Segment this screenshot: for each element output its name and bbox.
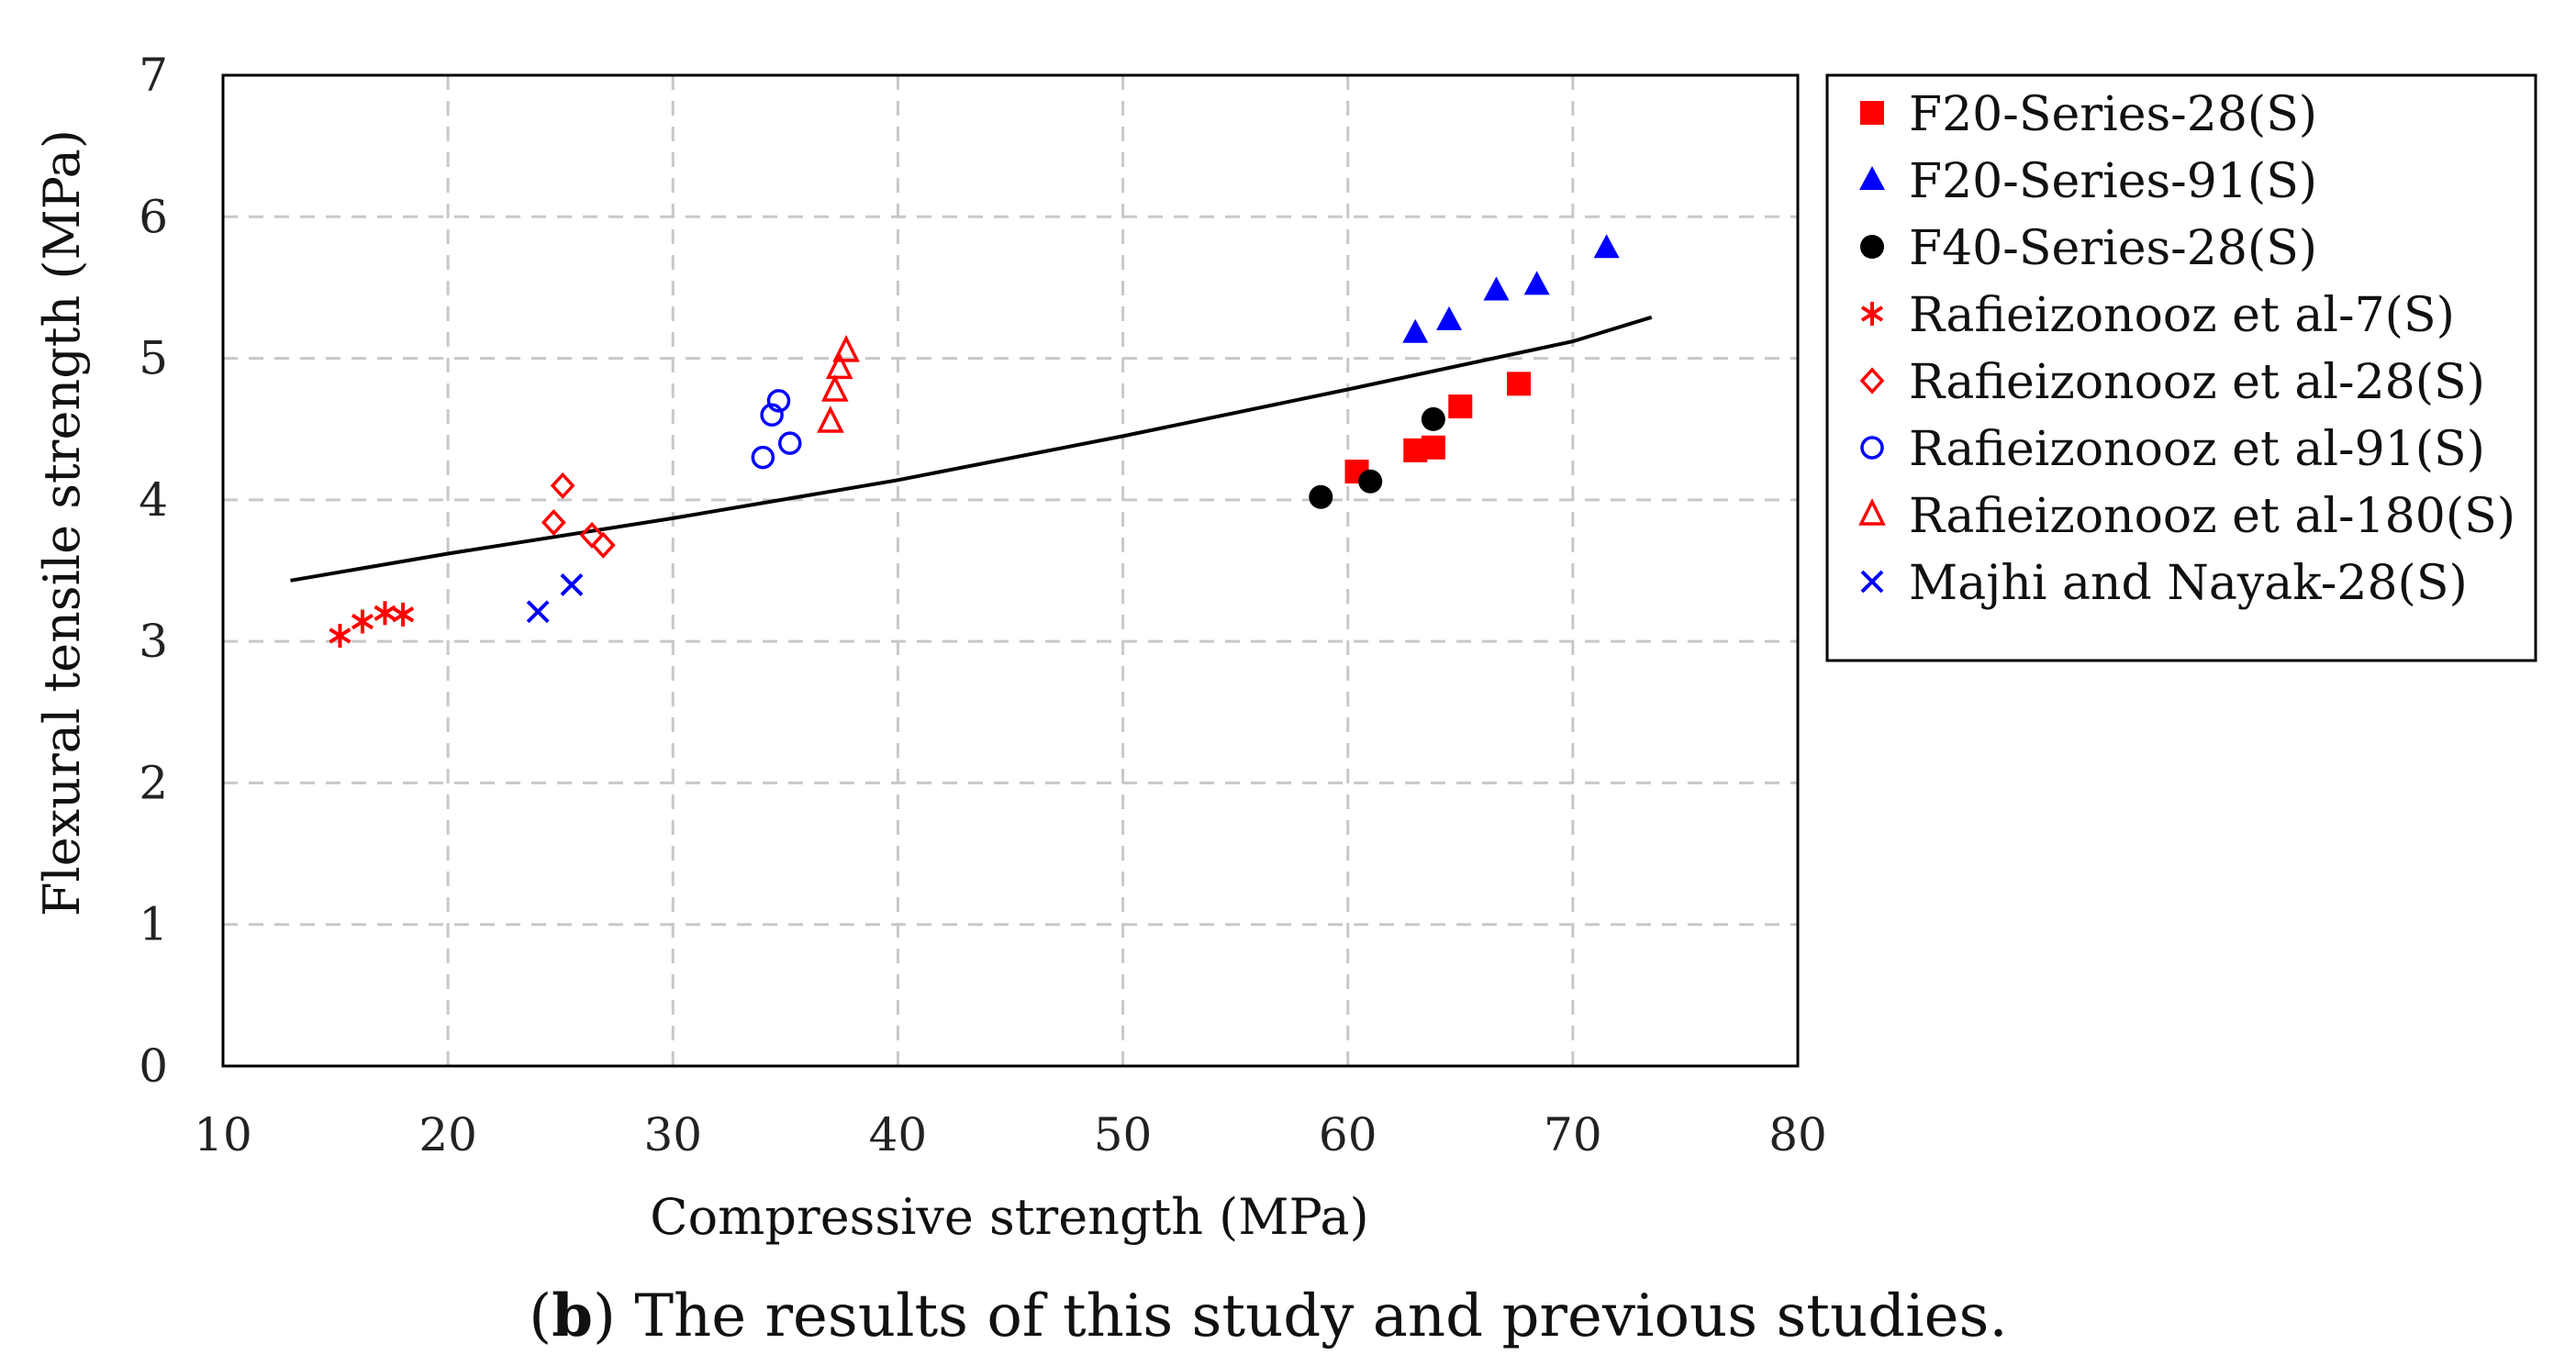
data-point	[1523, 271, 1550, 295]
y-tick-label: 0	[139, 1039, 168, 1093]
legend-label: Majhi and Nayak-28(S)	[1909, 556, 2468, 611]
data-point	[329, 623, 351, 648]
series-6	[751, 389, 802, 470]
legend-item: Rafieizonooz et al-28(S)	[1859, 355, 2485, 410]
x-tick-label: 20	[418, 1108, 477, 1161]
data-point	[579, 521, 605, 550]
data-point	[817, 405, 844, 433]
legend-item: F40-Series-28(S)	[1860, 221, 2317, 276]
data-point	[541, 508, 566, 537]
y-tick-label: 3	[139, 615, 168, 668]
y-tick-label: 1	[139, 898, 168, 951]
data-point	[832, 334, 860, 362]
y-tick-label: 6	[139, 190, 168, 243]
x-tick-label: 40	[869, 1108, 928, 1161]
trendline	[290, 315, 1653, 583]
data-point	[751, 445, 775, 470]
legend-item: Rafieizonooz et al-91(S)	[1860, 422, 2485, 477]
caption-prefix: (	[529, 1283, 552, 1350]
legend: F20-Series-28(S) F20-Series-91(S) F40-Seri…	[1858, 87, 2515, 611]
data-point	[1421, 435, 1445, 460]
series-8	[526, 573, 584, 624]
x-tick-label: 30	[643, 1108, 702, 1161]
legend-item: F20-Series-28(S)	[1860, 87, 2317, 142]
series-2	[1402, 234, 1620, 343]
x-tick-label: 70	[1544, 1108, 1602, 1161]
caption-label: b	[552, 1282, 593, 1350]
data-point	[590, 531, 616, 559]
series-5	[541, 472, 616, 559]
data-point	[560, 573, 584, 596]
x-tick-label: 80	[1768, 1108, 1827, 1161]
legend-label: F20-Series-28(S)	[1909, 87, 2317, 142]
grid	[223, 75, 1798, 1066]
series-4	[329, 601, 415, 648]
data-point	[1483, 276, 1510, 301]
y-tick-label: 4	[139, 473, 168, 527]
data-point	[766, 389, 791, 413]
x-tick-label: 60	[1319, 1108, 1377, 1161]
data-point	[1436, 305, 1463, 330]
legend-label: Rafieizonooz et al-7(S)	[1909, 288, 2455, 343]
data-point	[1448, 394, 1473, 419]
data-point	[825, 351, 853, 380]
legend-marker	[1860, 436, 1884, 460]
legend-marker	[1860, 235, 1884, 259]
data-point	[351, 609, 374, 634]
data-point	[760, 403, 784, 428]
legend-frame	[1825, 73, 2537, 662]
y-tick-label: 7	[139, 49, 168, 102]
legend-marker	[1859, 166, 1885, 190]
data-point	[1358, 469, 1383, 494]
legend-marker	[1860, 101, 1884, 125]
legend-item: F20-Series-91(S)	[1859, 154, 2317, 209]
legend-marker	[1859, 367, 1885, 394]
data-point	[526, 600, 550, 624]
plot-area-frame	[221, 73, 1800, 1068]
data-point	[550, 472, 575, 500]
trendline-group	[290, 315, 1653, 583]
figure-caption: (b) The results of this study and previo…	[529, 1282, 2007, 1350]
data-point	[1309, 484, 1333, 509]
axis-ticks: 10 20 30 40 50 60 70 80 0 1 2 3 4 5 6 7	[139, 49, 1827, 1161]
data-point	[1421, 406, 1445, 431]
legend-label: Rafieizonooz et al-180(S)	[1909, 489, 2515, 544]
series-3	[1309, 406, 1445, 509]
legend-item: Majhi and Nayak-28(S)	[1860, 556, 2468, 611]
data-point	[1593, 234, 1620, 259]
data-point	[1402, 318, 1429, 343]
legend-marker	[1860, 570, 1884, 594]
legend-label: Rafieizonooz et al-28(S)	[1909, 355, 2485, 410]
legend-marker	[1860, 302, 1884, 326]
x-tick-label: 50	[1094, 1108, 1153, 1161]
x-tick-label: 10	[194, 1108, 252, 1161]
x-axis-title: Compressive strength (MPa)	[650, 1188, 1368, 1246]
legend-item: Rafieizonooz et al-7(S)	[1860, 288, 2455, 343]
legend-label: F20-Series-91(S)	[1909, 154, 2317, 209]
series-7	[817, 334, 860, 433]
y-axis-title: Flexural tensile strength (MPa)	[33, 129, 91, 916]
data-point	[820, 374, 849, 402]
legend-label: Rafieizonooz et al-91(S)	[1909, 422, 2485, 477]
y-tick-label: 2	[139, 756, 168, 809]
data-points	[329, 234, 1620, 648]
caption-text: ) The results of this study and previous…	[593, 1283, 2008, 1350]
y-tick-label: 5	[139, 332, 168, 385]
legend-label: F40-Series-28(S)	[1909, 221, 2317, 276]
legend-item: Rafieizonooz et al-180(S)	[1858, 489, 2515, 544]
data-point	[1507, 372, 1532, 396]
data-point	[778, 431, 802, 455]
data-point	[392, 602, 415, 627]
legend-marker	[1858, 498, 1886, 526]
data-point	[374, 601, 396, 626]
